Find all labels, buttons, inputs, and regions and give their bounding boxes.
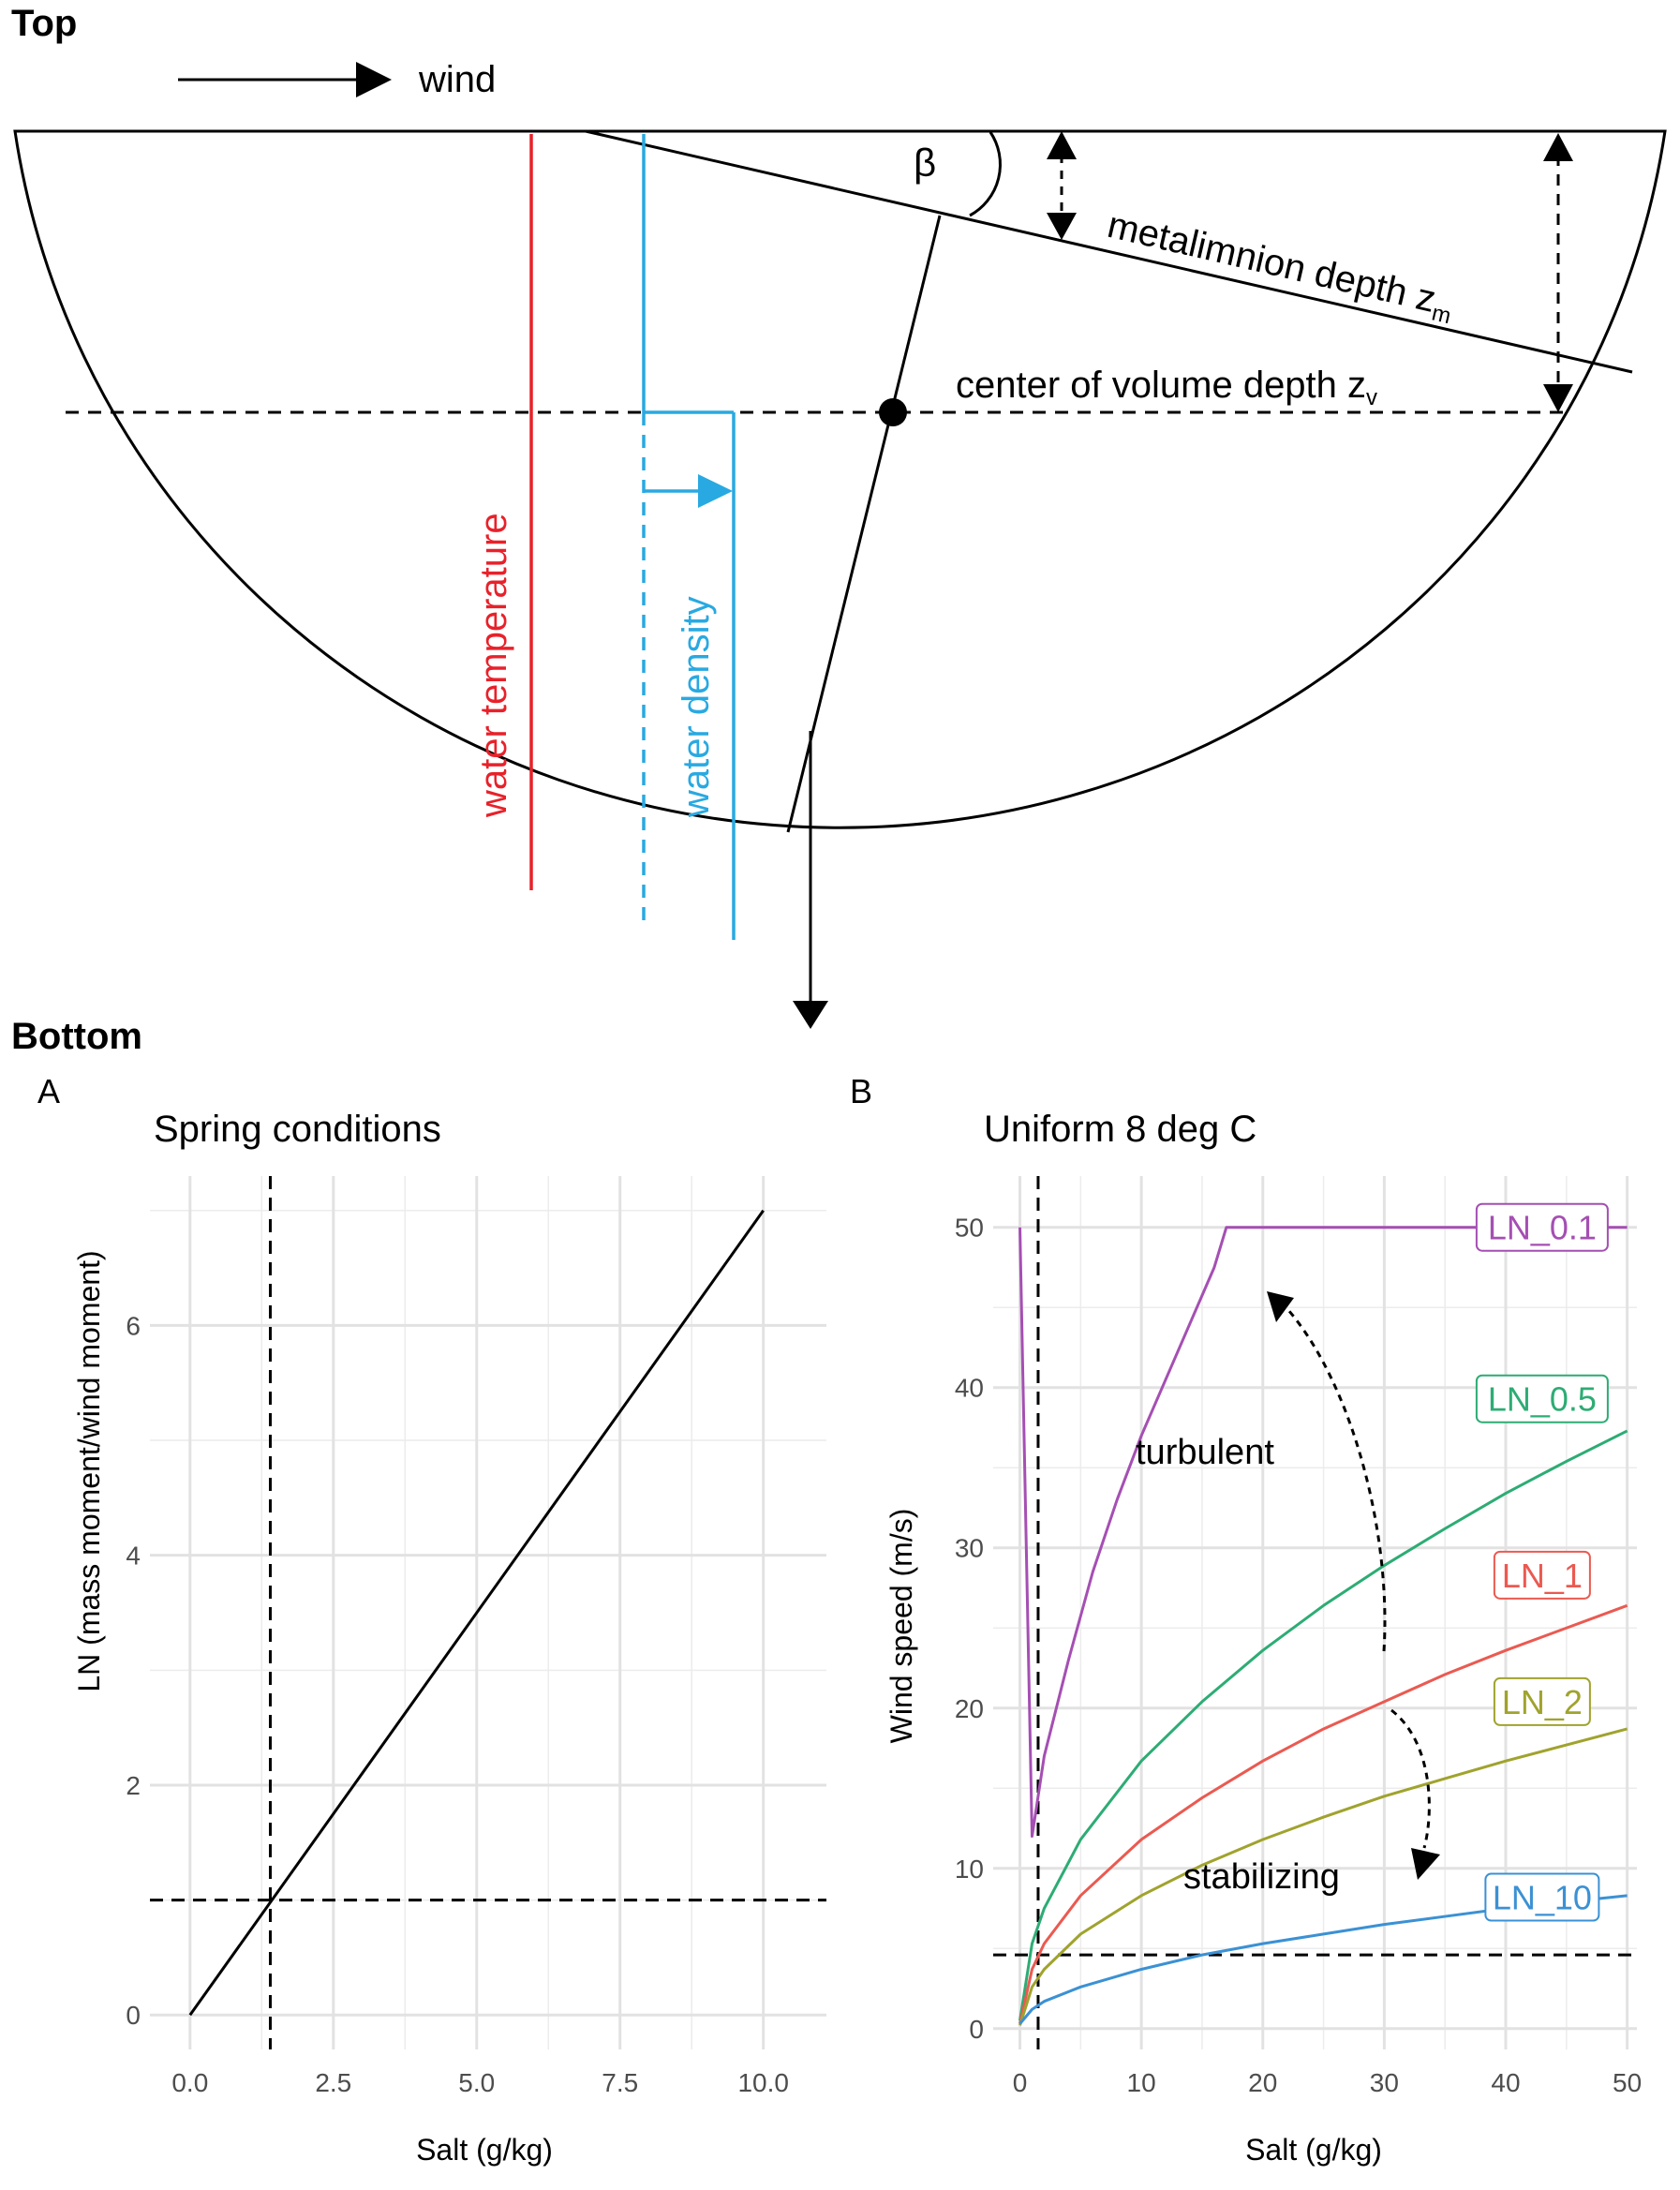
x-tick-label: 5.0 [458, 2068, 495, 2097]
chart-a-reference-lines [150, 1176, 826, 2049]
center-of-volume-label: center of volume depth zv [956, 365, 1377, 410]
y-tick-label: 40 [955, 1374, 984, 1403]
x-tick-label: 40 [1491, 2068, 1520, 2097]
wind-arrow-icon [178, 62, 392, 97]
down-arrow-icon [793, 731, 828, 1029]
svg-text:LN_10: LN_10 [1493, 1879, 1592, 1917]
series-line-ln-2 [1018, 1727, 1628, 2026]
series-line-ln-0-5 [1018, 1429, 1628, 2021]
bottom-panel-title: Bottom [11, 1016, 142, 1057]
series-label-ln-1: LN_1 [1493, 1550, 1591, 1600]
chart-a-ticks: 0.0 2.5 5.0 7.5 10.0 0 2 4 6 [126, 1311, 789, 2097]
chart-b-xlabel: Salt (g/kg) [1245, 2133, 1382, 2167]
x-tick-label: 10 [1127, 2068, 1156, 2097]
y-tick-label: 2 [126, 1771, 141, 1800]
beta-label: β [914, 141, 936, 185]
chart-b-title: Uniform 8 deg C [984, 1109, 1256, 1150]
stabilizing-arrow-icon [1390, 1708, 1440, 1880]
stabilizing-annotation: stabilizing [1183, 1857, 1340, 1897]
wind-label: wind [418, 59, 496, 100]
series-line-main [188, 1209, 765, 2017]
series-label-ln-2: LN_2 [1493, 1676, 1591, 1726]
chart-a-xlabel: Salt (g/kg) [416, 2133, 553, 2167]
chart-a-tag: A [37, 1072, 60, 1110]
svg-text:LN_0.5: LN_0.5 [1488, 1380, 1597, 1419]
series-label-ln-10: LN_10 [1484, 1872, 1600, 1922]
chart-b-ticks: 0 10 20 30 40 50 0 10 20 30 40 50 [955, 1214, 1642, 2097]
water-temperature-label: water temperature [473, 513, 514, 818]
y-tick-label: 50 [955, 1214, 984, 1243]
density-arrow-icon [698, 474, 733, 508]
x-tick-label: 0 [1013, 2068, 1028, 2097]
x-tick-label: 0.0 [171, 2068, 208, 2097]
chart-b: B Uniform 8 deg C LN_0.1LN_0.5LN_1LN_2LN… [850, 1072, 1642, 2167]
metalimnion-depth-label: metalimnion depth zm [1103, 204, 1458, 329]
center-depth-arrow [1543, 133, 1573, 412]
water-density-profile [642, 134, 736, 940]
chart-b-tag: B [850, 1072, 872, 1110]
y-tick-label: 10 [955, 1855, 984, 1884]
x-tick-label: 50 [1613, 2068, 1642, 2097]
chart-b-ylabel: Wind speed (m/s) [885, 1509, 918, 1744]
beta-angle-arc [969, 131, 1002, 217]
y-tick-label: 6 [126, 1311, 141, 1340]
turbulent-annotation: turbulent [1136, 1433, 1274, 1472]
y-tick-label: 4 [126, 1542, 141, 1571]
turbulent-arrow-icon [1267, 1291, 1387, 1652]
chart-a-grid [150, 1176, 826, 2049]
y-tick-label: 0 [969, 2015, 984, 2044]
x-tick-label: 10.0 [737, 2068, 789, 2097]
series-label-ln-0-5: LN_0.5 [1475, 1374, 1609, 1423]
chart-a: A Spring conditions 0.0 2.5 5.0 7.5 10.0 0 2 4 6… [37, 1072, 826, 2167]
svg-text:LN_2: LN_2 [1502, 1683, 1583, 1721]
perpendicular-line [786, 215, 942, 833]
x-tick-label: 7.5 [602, 2068, 638, 2097]
chart-a-title: Spring conditions [154, 1109, 441, 1150]
svg-text:LN_1: LN_1 [1502, 1557, 1583, 1595]
lake-basin [13, 129, 1667, 829]
svg-text:LN_0.1: LN_0.1 [1488, 1209, 1597, 1247]
top-diagram: Top wind β metalimnion depth zm [11, 3, 1667, 1029]
chart-b-reference-lines [993, 1176, 1637, 2049]
chart-b-series [1018, 1226, 1628, 2026]
top-panel-title: Top [11, 3, 77, 44]
x-tick-label: 30 [1370, 2068, 1399, 2097]
y-tick-label: 20 [955, 1694, 984, 1723]
x-tick-label: 2.5 [315, 2068, 351, 2097]
chart-a-series [188, 1209, 765, 2017]
series-line-ln-1 [1018, 1603, 1628, 2024]
series-line-ln-0-1 [1018, 1226, 1628, 1839]
y-tick-label: 0 [126, 2001, 141, 2030]
chart-a-ylabel: LN (mass moment/wind moment) [72, 1250, 106, 1691]
y-tick-label: 30 [955, 1534, 984, 1563]
center-of-volume-dot [879, 398, 907, 426]
series-label-ln-0-1: LN_0.1 [1475, 1202, 1609, 1252]
water-density-label: water density [676, 596, 717, 818]
x-tick-label: 20 [1248, 2068, 1277, 2097]
metalimnion-line [585, 129, 1633, 374]
metalimnion-depth-arrow [1047, 131, 1077, 240]
chart-b-series-labels: LN_0.1 LN_0.5 LN_1 LN_2 LN_10 [1475, 1202, 1609, 1922]
